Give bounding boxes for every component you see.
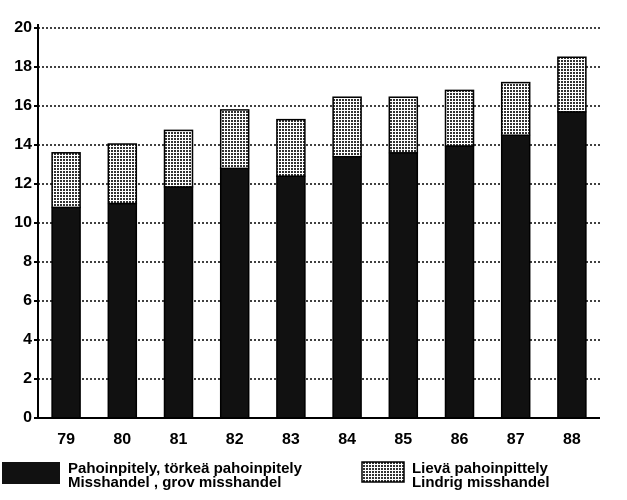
x-tick-label: 87 (507, 431, 525, 448)
y-tick-label: 2 (23, 370, 32, 387)
y-tick-label: 10 (14, 214, 32, 231)
legend-swatch (361, 461, 405, 483)
legend-label: Lievä pahoinpittely Lindrig misshandel (412, 460, 550, 491)
y-tick-label: 14 (14, 136, 32, 153)
bar-segment (219, 167, 250, 419)
bar-segment (163, 186, 194, 419)
y-tick-label: 20 (14, 19, 32, 36)
y-tick-label: 8 (23, 253, 32, 270)
x-tick-label: 81 (170, 431, 188, 448)
bar-segment (276, 118, 306, 177)
bar-segment (557, 111, 587, 419)
y-tick-label: 12 (14, 175, 32, 192)
bar-segment (107, 143, 138, 205)
x-tick-label: 86 (451, 431, 469, 448)
x-tick-label: 82 (226, 431, 244, 448)
bar-segment (557, 56, 587, 113)
y-tick-label: 6 (23, 292, 32, 309)
bar-segment (163, 129, 194, 188)
bar-segment (51, 206, 81, 419)
bar-segment (219, 109, 250, 170)
bar-segment (500, 81, 531, 136)
y-tick-label: 0 (23, 409, 32, 426)
x-tick-label: 79 (57, 431, 75, 448)
bar-segment (332, 155, 362, 419)
x-tick-label: 84 (338, 431, 356, 448)
bar-segment (332, 96, 362, 158)
legend-swatch (2, 462, 60, 484)
legend-label: Pahoinpitely, törkeä pahoinpitely Missha… (68, 460, 302, 491)
y-tick-label: 16 (14, 97, 32, 114)
x-tick-label: 85 (394, 431, 412, 448)
bar-segment (444, 145, 475, 419)
bar-segment (444, 89, 475, 147)
y-tick-label: 4 (23, 331, 32, 348)
bar-segment (500, 134, 531, 419)
x-tick-label: 88 (563, 431, 581, 448)
bar-segment (276, 175, 306, 419)
x-tick-label: 80 (113, 431, 131, 448)
bar-segment (388, 96, 419, 154)
y-tick-label: 18 (14, 58, 32, 75)
x-tick-label: 83 (282, 431, 300, 448)
bar-segment (388, 152, 419, 419)
bar-segment (107, 202, 138, 419)
bar-segment (51, 152, 81, 209)
